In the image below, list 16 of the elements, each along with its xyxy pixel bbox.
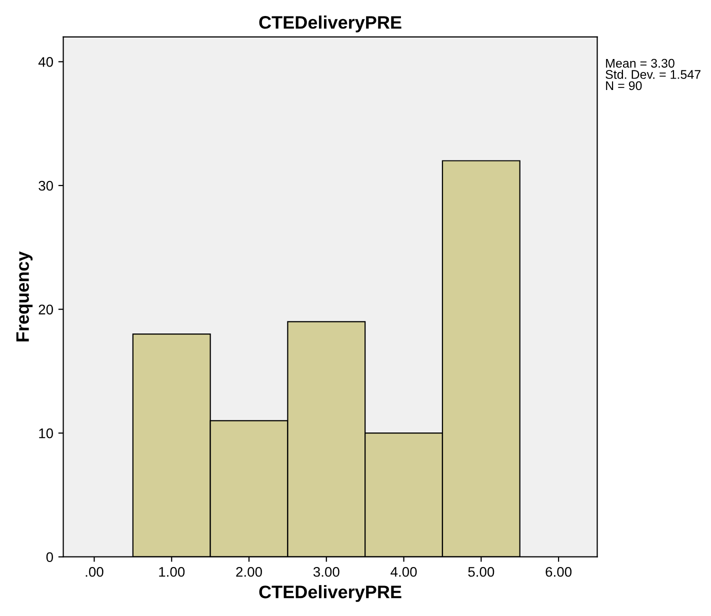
x-tick-label: 2.00 — [236, 566, 262, 577]
x-tick-label: 3.00 — [313, 566, 340, 577]
x-tick-label: 6.00 — [546, 566, 572, 577]
x-tick-label: 1.00 — [159, 566, 185, 577]
x-tick-label: 5.00 — [468, 566, 494, 577]
x-axis-title: CTEDeliveryPRE — [259, 585, 402, 602]
y-tick-label: 10 — [39, 428, 54, 438]
x-tick-label: 4.00 — [390, 566, 417, 577]
x-tick-label: .00 — [86, 566, 104, 577]
chart-title: CTEDeliveryPRE — [259, 16, 402, 32]
y-axis-title: Frequency — [16, 251, 33, 342]
y-tick-label: 30 — [38, 180, 54, 191]
y-tick-label: 0 — [46, 552, 54, 562]
text: Mean = 3.30 Std. Dev. = 1.547 N = 90 — [606, 58, 700, 90]
y-tick-label: 20 — [38, 304, 54, 314]
y-tick-label: 40 — [38, 57, 54, 67]
